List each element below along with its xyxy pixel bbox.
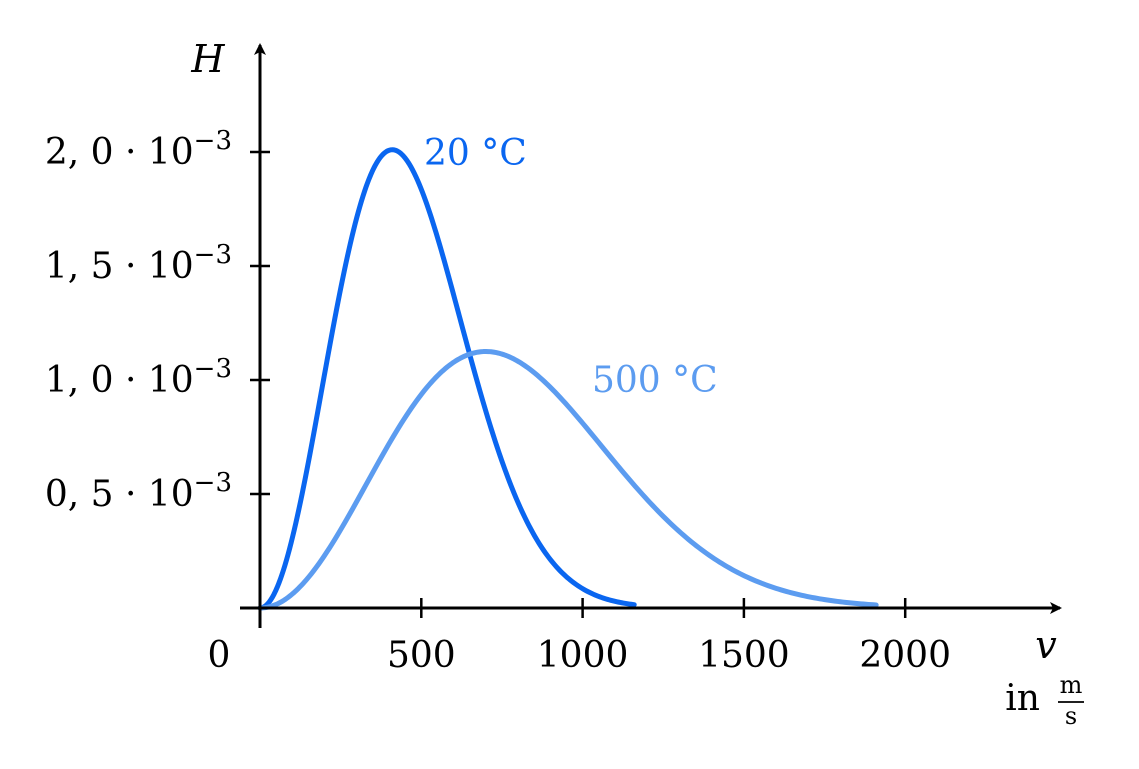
x-unit-numerator: m — [1060, 671, 1083, 699]
y-tick-label-3: 2, 0 · 10−3 — [45, 126, 232, 173]
y-tick-label-0: 0, 5 · 10−3 — [45, 468, 232, 515]
series-curve-1 — [257, 147, 637, 611]
ticks-layer: 500 1000 1500 2000 0, 5 · 10−3 1, 0 · 10−3 1, … — [45, 126, 951, 676]
x-tick-label-1500: 1500 — [698, 635, 790, 676]
origin-label: 0 — [208, 635, 231, 676]
x-tick-label-1000: 1000 — [537, 635, 629, 676]
x-tick-label-500: 500 — [387, 635, 456, 676]
series-labels-layer: 20 °C 500 °C — [424, 133, 718, 401]
series-label-2: 500 °C — [592, 360, 718, 401]
x-tick-label-2000: 2000 — [859, 635, 951, 676]
series-label-1: 20 °C — [424, 133, 527, 174]
x-unit-prefix: in — [1005, 678, 1040, 719]
series-curve-2 — [257, 349, 879, 611]
y-tick-label-1: 1, 0 · 10−3 — [45, 354, 232, 401]
curves-layer — [257, 147, 879, 611]
x-axis-unit: in m s — [1005, 671, 1084, 730]
x-axis-label: v — [1035, 623, 1057, 667]
y-tick-label-2: 1, 5 · 10−3 — [45, 240, 232, 287]
y-axis-label: H — [190, 37, 225, 81]
x-unit-denominator: s — [1065, 702, 1077, 730]
